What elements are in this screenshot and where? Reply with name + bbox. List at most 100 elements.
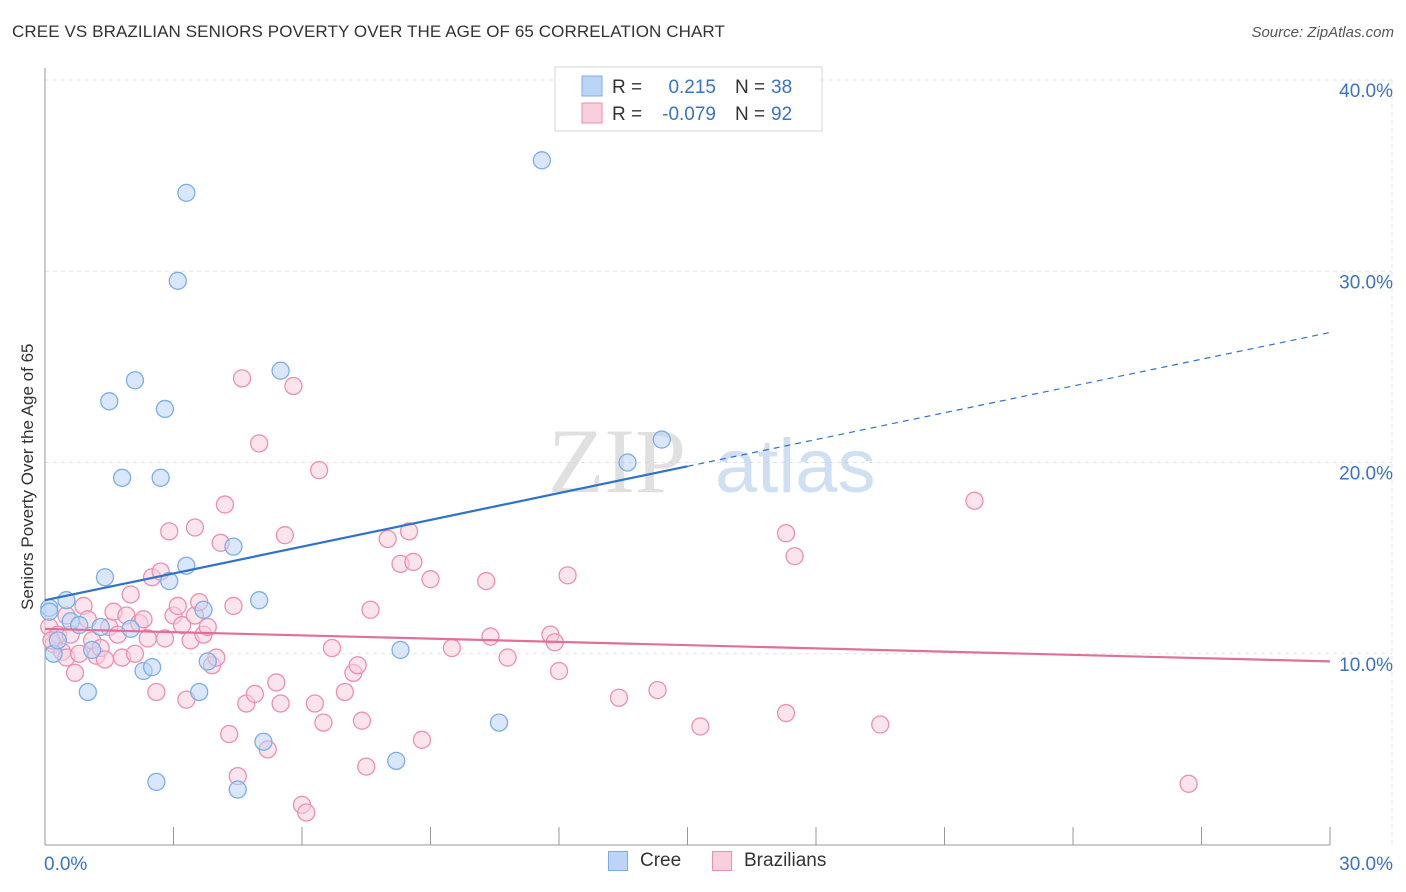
legend-n-label: N =	[735, 77, 765, 98]
chart-title: CREE VS BRAZILIAN SENIORS POVERTY OVER T…	[12, 22, 725, 41]
x-tick-label: 0.0%	[44, 854, 87, 875]
cree-point	[489, 713, 509, 732]
cree-point	[40, 602, 59, 621]
brazilians-point	[776, 524, 796, 543]
y-tick-label: 20.0%	[1339, 464, 1393, 485]
legend-swatch-brazilians	[712, 851, 732, 871]
legend-label-brazilians: Brazilians	[744, 850, 827, 871]
brazilians-point	[168, 596, 187, 616]
legend-n-value: 92	[771, 104, 792, 125]
brazilians-point	[220, 724, 239, 744]
cree-point	[125, 371, 145, 390]
brazilians-point	[121, 585, 140, 604]
brazilians-point	[477, 571, 496, 591]
brazilians-point	[1179, 774, 1198, 793]
brazilians-point	[442, 638, 462, 658]
brazilians-point	[691, 717, 710, 736]
brazilians-point	[361, 600, 380, 619]
brazilians-point	[609, 688, 629, 707]
brazilians-point	[549, 661, 569, 681]
brazilians-point	[155, 629, 175, 648]
cree-points	[40, 151, 671, 799]
brazilians-point	[322, 638, 342, 658]
cree-point	[95, 568, 115, 587]
y-tick-label: 30.0%	[1339, 272, 1393, 293]
bottom-legend: Cree Brazilians	[0, 850, 1406, 878]
cree-point	[190, 682, 209, 702]
brazilians-point	[399, 522, 419, 541]
brazilians-point	[412, 730, 432, 749]
stats-legend: R = 0.215 N = 38 R = -0.079 N = 92	[554, 66, 823, 132]
legend-item-cree[interactable]: Cree	[608, 850, 681, 872]
brazilians-point	[558, 566, 577, 585]
brazilians-point	[224, 596, 243, 616]
legend-r-value: -0.079	[662, 104, 716, 125]
y-tick-label: 40.0%	[1339, 81, 1393, 102]
cree-point	[254, 732, 273, 751]
brazilians-point	[271, 694, 290, 713]
cree-trend-line	[44, 465, 688, 602]
legend-r-label: R =	[612, 77, 642, 98]
brazilians-point	[147, 682, 166, 702]
legend-n-value: 38	[771, 77, 792, 98]
cree-point	[112, 468, 132, 487]
brazilians-point	[284, 376, 303, 396]
brazilians-point	[215, 495, 235, 514]
legend-r-value: 0.215	[668, 77, 716, 98]
legend-swatch-cree	[608, 851, 628, 871]
brazilians-point	[198, 617, 217, 637]
cree-point	[48, 631, 67, 650]
brazilians-point	[297, 803, 316, 822]
brazilians-point	[185, 518, 205, 537]
brazilians-point	[421, 570, 440, 589]
legend-item-brazilians[interactable]: Brazilians	[712, 850, 826, 872]
y-tick-labels: 10.0% 20.0% 30.0% 40.0%	[1339, 81, 1393, 676]
cree-point	[532, 151, 552, 170]
brazilians-point	[275, 526, 295, 545]
y-tick-label: 10.0%	[1339, 655, 1393, 676]
cree-point	[177, 183, 196, 202]
brazilians-point	[357, 757, 376, 776]
cree-point	[160, 571, 179, 591]
cree-point	[155, 399, 175, 419]
brazilians-point	[232, 369, 252, 388]
brazilians-point	[305, 694, 325, 713]
brazilians-point	[335, 682, 354, 702]
cree-point	[70, 615, 89, 635]
cree-point	[78, 682, 97, 702]
legend-label-cree: Cree	[640, 850, 682, 871]
legend-swatch-cree	[581, 75, 603, 97]
source-label: Source: ZipAtlas.com	[1251, 24, 1394, 41]
brazilians-point	[267, 673, 286, 692]
brazilians-point	[481, 627, 500, 646]
brazilians-point	[245, 684, 265, 704]
brazilians-trend-line	[44, 627, 1331, 663]
cree-point	[250, 591, 269, 610]
brazilians-point	[785, 547, 804, 566]
brazilians-point	[160, 522, 179, 541]
brazilians-point	[309, 460, 329, 480]
legend-n-label: N =	[735, 104, 765, 125]
brazilians-point	[65, 663, 85, 683]
x-tick-labels: 0.0% 30.0%	[44, 854, 1393, 875]
cree-point	[618, 453, 637, 472]
cree-point	[391, 640, 410, 660]
brazilians-point	[965, 491, 984, 510]
brazilians-point	[871, 715, 890, 734]
trend-lines	[44, 331, 1331, 663]
cree-point	[142, 657, 162, 677]
brazilians-point	[250, 434, 269, 453]
brazilians-point	[348, 656, 367, 675]
brazilians-point	[352, 711, 372, 730]
cree-point	[82, 640, 102, 660]
cree-point	[121, 619, 140, 639]
cree-point	[168, 271, 187, 290]
brazilians-point	[648, 680, 667, 700]
cree-point	[271, 361, 290, 380]
cree-point	[151, 468, 170, 487]
cree-point	[387, 751, 406, 770]
brazilians-point	[134, 610, 153, 629]
brazilians-point	[125, 644, 145, 663]
cree-point	[194, 600, 213, 619]
